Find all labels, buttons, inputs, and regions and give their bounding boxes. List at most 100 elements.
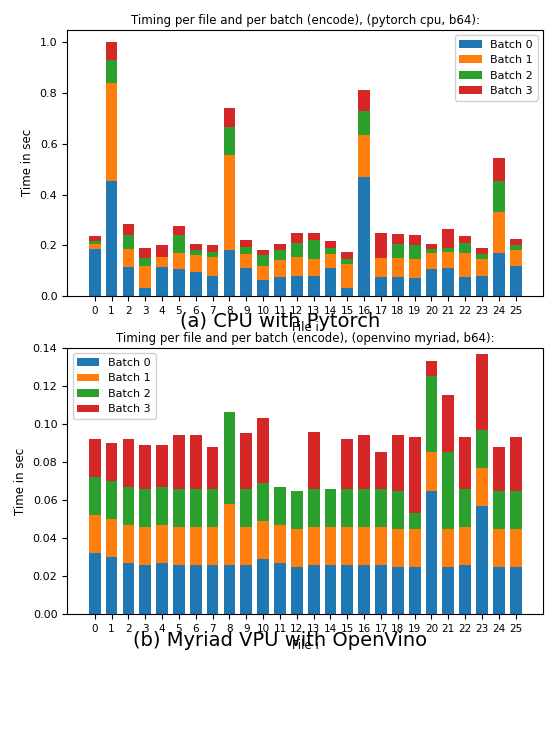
Bar (392, 435, 404, 491)
Bar (190, 255, 202, 272)
Bar (207, 565, 218, 614)
Bar (156, 525, 168, 563)
Bar (240, 268, 252, 296)
Bar (392, 244, 404, 258)
Bar (291, 257, 302, 276)
Bar (274, 563, 286, 614)
Bar (459, 488, 471, 527)
Bar (476, 430, 488, 468)
Bar (510, 250, 521, 266)
Bar (409, 278, 421, 296)
Bar (325, 241, 337, 248)
Bar (106, 481, 118, 519)
Bar (89, 236, 101, 241)
Bar (223, 565, 235, 614)
Bar (156, 245, 168, 257)
Bar (409, 235, 421, 245)
Bar (342, 289, 353, 296)
Bar (257, 255, 269, 266)
Bar (493, 567, 505, 614)
Bar (493, 253, 505, 296)
Bar (426, 361, 437, 377)
Bar (342, 488, 353, 527)
Bar (493, 158, 505, 181)
Bar (89, 249, 101, 296)
Bar (223, 250, 235, 296)
Text: (a) CPU with Pytorch: (a) CPU with Pytorch (180, 312, 380, 332)
Legend: Batch 0, Batch 1, Batch 2, Batch 3: Batch 0, Batch 1, Batch 2, Batch 3 (455, 36, 538, 101)
Bar (409, 437, 421, 514)
Bar (342, 439, 353, 488)
Bar (190, 488, 202, 527)
Bar (240, 565, 252, 614)
Bar (173, 527, 185, 565)
Bar (308, 240, 320, 259)
Bar (493, 528, 505, 567)
Bar (106, 181, 118, 296)
Bar (392, 277, 404, 296)
Bar (392, 567, 404, 614)
Bar (342, 252, 353, 259)
Bar (274, 525, 286, 563)
Bar (139, 289, 151, 296)
Bar (240, 488, 252, 527)
Bar (207, 245, 218, 252)
Bar (375, 277, 387, 296)
Bar (257, 418, 269, 483)
Bar (375, 565, 387, 614)
Bar (123, 563, 134, 614)
Bar (325, 248, 337, 254)
Bar (375, 452, 387, 488)
Bar (207, 527, 218, 565)
Y-axis label: Time in sec: Time in sec (21, 130, 34, 196)
Bar (375, 527, 387, 565)
Bar (190, 250, 202, 255)
Bar (358, 527, 370, 565)
Y-axis label: Time in sec: Time in sec (14, 448, 27, 514)
Bar (308, 259, 320, 276)
Bar (476, 248, 488, 254)
Bar (274, 487, 286, 525)
Bar (123, 267, 134, 296)
Bar (409, 514, 421, 528)
Bar (510, 245, 521, 250)
Bar (325, 565, 337, 614)
Bar (291, 567, 302, 614)
Bar (476, 276, 488, 296)
Bar (223, 155, 235, 250)
Bar (274, 260, 286, 277)
Bar (409, 259, 421, 278)
Bar (139, 527, 151, 565)
Bar (459, 437, 471, 488)
Bar (173, 269, 185, 296)
Bar (325, 488, 337, 527)
Bar (139, 258, 151, 266)
Bar (358, 90, 370, 111)
Bar (409, 245, 421, 259)
Bar (156, 445, 168, 487)
Bar (476, 468, 488, 505)
Bar (375, 488, 387, 527)
Bar (106, 83, 118, 181)
Legend: Batch 0, Batch 1, Batch 2, Batch 3: Batch 0, Batch 1, Batch 2, Batch 3 (73, 354, 156, 419)
Bar (442, 452, 454, 528)
Bar (123, 439, 134, 487)
Bar (510, 239, 521, 245)
Bar (139, 266, 151, 289)
Bar (442, 229, 454, 248)
Bar (325, 254, 337, 268)
Bar (207, 447, 218, 488)
Bar (106, 60, 118, 83)
Bar (223, 412, 235, 504)
Bar (510, 266, 521, 296)
Bar (89, 554, 101, 614)
Bar (89, 241, 101, 244)
Bar (510, 528, 521, 567)
Bar (493, 181, 505, 212)
Bar (106, 519, 118, 557)
Title: Timing per file and per batch (encode), (pytorch cpu, b64):: Timing per file and per batch (encode), … (130, 14, 480, 27)
Bar (89, 439, 101, 477)
Bar (291, 243, 302, 257)
Bar (375, 258, 387, 277)
Bar (274, 277, 286, 296)
